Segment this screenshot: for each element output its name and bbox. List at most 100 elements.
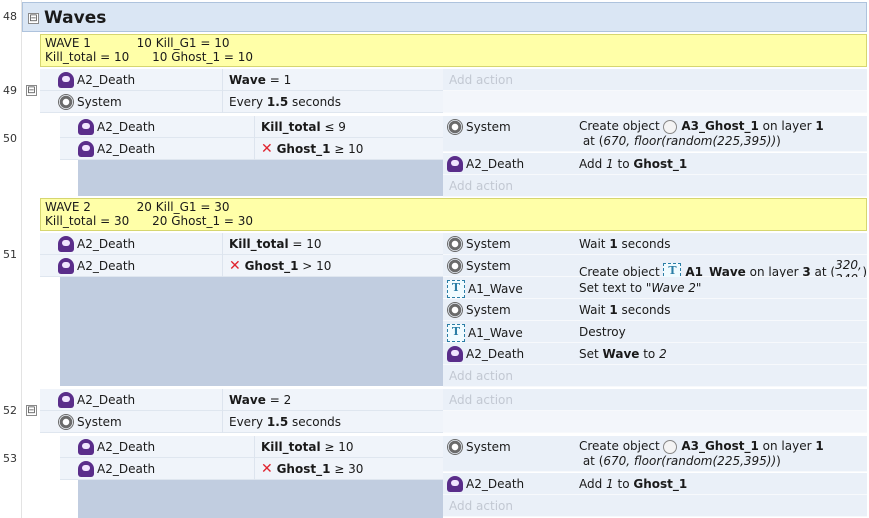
line-number-gutter	[0, 0, 22, 518]
action-layer: 3	[802, 265, 811, 279]
collapse-toggle[interactable]: ⊟	[28, 13, 39, 24]
condition-value: 1.5	[266, 415, 289, 429]
action-value: "Wave 2"	[645, 281, 702, 295]
action-target: A3_Ghost_1	[681, 439, 759, 453]
condition-row[interactable]: A2_Death Kill_total ≤ 9	[60, 116, 443, 138]
inverted-condition-icon: ✕	[261, 141, 273, 157]
action-object: A1_Wave	[468, 326, 523, 340]
condition-row[interactable]: A2_Death ✕ Ghost_1 ≥ 10	[60, 138, 443, 160]
comment-line: Kill_total = 10 10 Ghost_1 = 10	[45, 50, 254, 64]
condition-variable: Wave	[229, 393, 266, 407]
action-value: 1	[606, 477, 614, 491]
condition-row[interactable]: A2_Death Kill_total = 10	[40, 233, 443, 255]
action-row[interactable]: System Wait 1 seconds	[443, 299, 867, 321]
action-target: A3_Ghost_1	[681, 119, 759, 133]
ghost-icon	[78, 141, 94, 157]
condition-operator: =	[265, 73, 284, 87]
condition-operator: ≤ 9	[320, 120, 346, 134]
action-text: on layer	[758, 439, 816, 453]
condition-object: A2_Death	[77, 237, 136, 251]
action-add-row[interactable]: Add action	[443, 389, 867, 411]
condition-variable: Wave	[229, 73, 266, 87]
action-layer: 1	[815, 119, 824, 133]
condition-variable: Kill_total	[261, 120, 321, 134]
action-text: Set	[579, 347, 603, 361]
condition-operator: =	[265, 393, 284, 407]
action-row[interactable]: A2_Death Add 1 to Ghost_1	[443, 473, 867, 495]
condition-row[interactable]: A2_Death Wave = 2	[40, 389, 443, 411]
event-comment[interactable]: WAVE 2 20 Kill_G1 = 30 Kill_total = 30 2…	[40, 198, 867, 231]
collapse-toggle[interactable]: ⊟	[26, 85, 37, 96]
ghost-icon	[58, 258, 74, 274]
condition-text: Every	[229, 95, 267, 109]
condition-text: seconds	[288, 415, 342, 429]
condition-empty-area[interactable]	[78, 480, 443, 518]
line-number: 51	[3, 248, 17, 261]
action-text: to	[639, 347, 660, 361]
sprite-icon	[663, 439, 678, 454]
action-add-row[interactable]: Add action	[443, 495, 867, 517]
event-comment[interactable]: WAVE 1 10 Kill_G1 = 10 Kill_total = 10 1…	[40, 34, 867, 67]
condition-value: 2	[283, 393, 292, 407]
condition-empty-area[interactable]	[78, 160, 443, 196]
condition-empty-area[interactable]	[60, 277, 443, 386]
action-row[interactable]: System Wait 1 seconds	[443, 233, 867, 255]
action-add-row[interactable]: Add action	[443, 69, 867, 91]
action-text: on layer	[745, 265, 803, 279]
condition-variable: Kill_total	[229, 237, 289, 251]
condition-object: System	[77, 95, 122, 109]
action-text: seconds	[617, 237, 671, 251]
action-row[interactable]: A2_Death Add 1 to Ghost_1	[443, 153, 867, 175]
condition-variable: Ghost_1	[276, 142, 331, 156]
ghost-icon	[58, 236, 74, 252]
action-text: Create object	[579, 439, 664, 453]
action-row[interactable]: System Create object A3_Ghost_1 on layer…	[443, 436, 867, 472]
ghost-icon	[447, 346, 463, 362]
ghost-icon	[58, 392, 74, 408]
action-add-row[interactable]: Add action	[443, 175, 867, 197]
add-action-link[interactable]: Add action	[449, 179, 513, 193]
action-row[interactable]: System Create object T A1_Wave on layer …	[443, 255, 867, 286]
condition-row[interactable]: System Every 1.5 seconds	[40, 91, 443, 113]
action-area	[443, 411, 867, 433]
action-row[interactable]: System Create object A3_Ghost_1 on layer…	[443, 116, 867, 152]
action-text: seconds	[617, 303, 671, 317]
ghost-icon	[447, 476, 463, 492]
collapse-toggle[interactable]: ⊟	[26, 405, 37, 416]
condition-row[interactable]: A2_Death Kill_total ≥ 10	[60, 436, 443, 458]
line-number: 53	[3, 452, 17, 465]
action-add-row[interactable]: Add action	[443, 365, 867, 387]
action-row[interactable]: T A1_Wave Destroy	[443, 321, 867, 343]
inverted-condition-icon: ✕	[261, 461, 273, 477]
condition-row[interactable]: A2_Death Wave = 1	[40, 69, 443, 91]
condition-row[interactable]: A2_Death ✕ Ghost_1 ≥ 30	[60, 458, 443, 480]
add-action-link[interactable]: Add action	[449, 369, 513, 383]
add-action-link[interactable]: Add action	[449, 499, 513, 513]
condition-object: A2_Death	[97, 142, 156, 156]
condition-object: A2_Death	[77, 259, 136, 273]
condition-operator: ≥ 10	[330, 142, 364, 156]
action-text: )	[862, 265, 867, 279]
add-action-link[interactable]: Add action	[449, 393, 513, 407]
action-row[interactable]: A2_Death Set Wave to 2	[443, 343, 867, 365]
action-layer: 1	[815, 439, 824, 453]
action-text: Destroy	[579, 325, 626, 339]
action-row[interactable]: T A1_Wave Set text to "Wave 2"	[443, 277, 867, 299]
condition-operator: ≥ 30	[330, 462, 364, 476]
gear-icon	[447, 302, 463, 318]
line-number: 48	[3, 10, 17, 23]
inverted-condition-icon: ✕	[229, 258, 241, 274]
action-text: Add	[579, 157, 607, 171]
group-header[interactable]: ⊟ Waves	[22, 2, 867, 32]
add-action-link[interactable]: Add action	[449, 73, 513, 87]
action-text: Create object	[579, 265, 664, 279]
ghost-icon	[78, 461, 94, 477]
text-object-icon: T	[447, 280, 465, 298]
action-value: 1	[606, 157, 614, 171]
condition-row[interactable]: A2_Death ✕ Ghost_1 > 10	[40, 255, 443, 277]
condition-object: A2_Death	[97, 440, 156, 454]
action-text: to	[613, 157, 634, 171]
condition-object: A2_Death	[77, 73, 136, 87]
ghost-icon	[447, 156, 463, 172]
condition-row[interactable]: System Every 1.5 seconds	[40, 411, 443, 433]
